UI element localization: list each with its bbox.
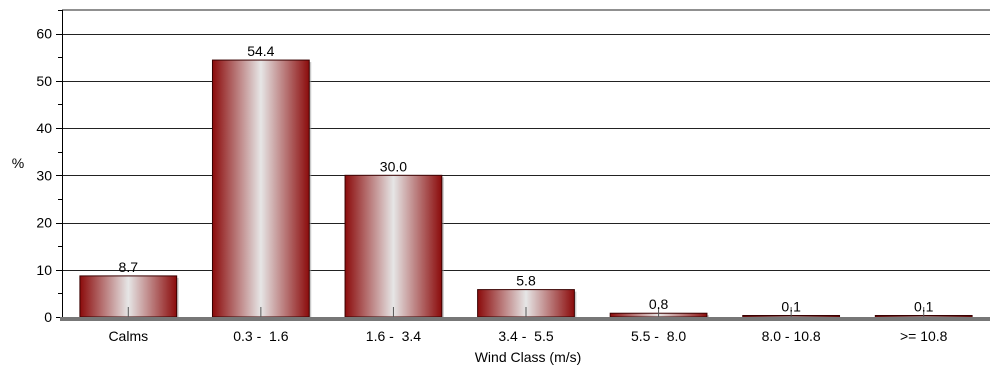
y-tick-label: 40 — [36, 120, 52, 136]
x-tick-label: 5.5 - 8.0 — [631, 328, 686, 344]
y-tick-label: 60 — [36, 26, 52, 42]
y-tick-label: 30 — [36, 167, 52, 183]
x-axis: Calms 0.3 - 1.6 1.6 - 3.4 3.4 - 5.5 5.5 - 8.… — [60, 317, 990, 344]
data-label: 0.8 — [649, 296, 669, 312]
y-axis: 0 10 20 30 40 50 60 — [36, 10, 63, 325]
bars — [79, 59, 975, 320]
x-tick-label: 1.6 - 3.4 — [366, 328, 421, 344]
x-tick-label: 3.4 - 5.5 — [498, 328, 553, 344]
gridlines — [62, 9, 990, 271]
y-axis-label: % — [12, 155, 24, 171]
y-tick-label: 50 — [36, 73, 52, 89]
data-label: 54.4 — [247, 43, 274, 59]
x-axis-baseline — [60, 317, 990, 321]
data-label: 5.8 — [516, 273, 536, 289]
x-tick-label: Calms — [108, 328, 148, 344]
x-tick-label: >= 10.8 — [900, 328, 948, 344]
data-label: 8.7 — [119, 259, 139, 275]
bar — [211, 59, 310, 318]
y-tick-label: 20 — [36, 215, 52, 231]
data-label: 0.1 — [781, 299, 801, 315]
y-tick-label: 0 — [44, 309, 52, 325]
data-label: 30.0 — [380, 158, 407, 174]
data-labels: 8.7 54.4 30.0 5.8 0.8 0.1 0.1 — [119, 43, 934, 314]
y-tick-label: 10 — [36, 262, 52, 278]
bar — [344, 174, 443, 318]
data-label: 0.1 — [914, 299, 934, 315]
x-axis-label: Wind Class (m/s) — [475, 349, 582, 365]
x-tick-label: 8.0 - 10.8 — [762, 328, 821, 344]
x-tick-label: 0.3 - 1.6 — [233, 328, 288, 344]
